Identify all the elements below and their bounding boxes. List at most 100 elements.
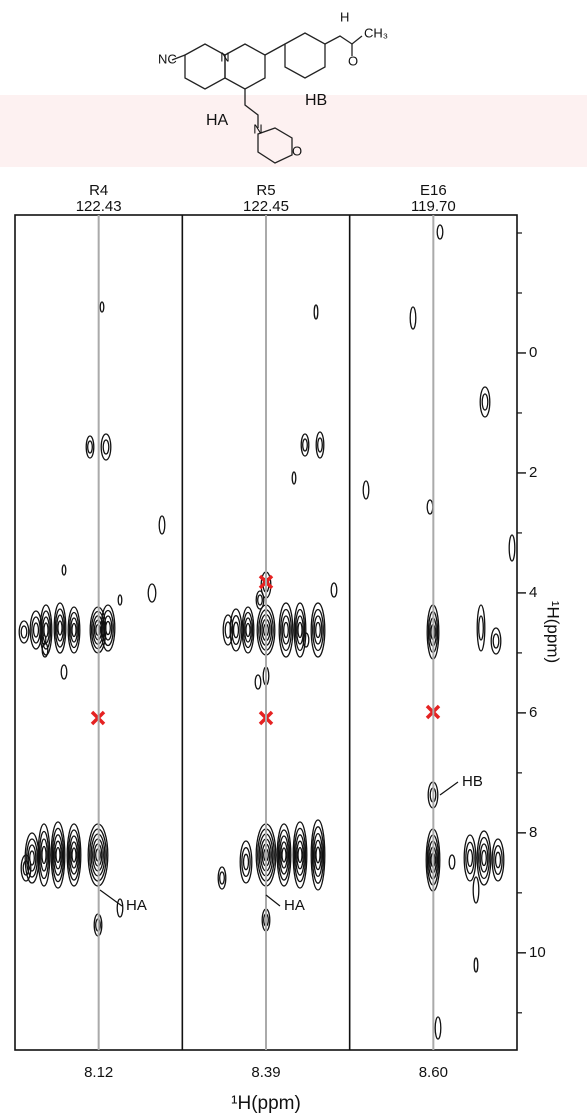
ring: [284, 32, 326, 79]
bond: [324, 35, 363, 45]
contour: [362, 480, 370, 500]
contour: [51, 827, 65, 883]
contour: [473, 957, 479, 973]
bond: [171, 54, 186, 61]
y-tick-label: 2: [529, 464, 537, 481]
peak-annotation: HA: [284, 897, 305, 914]
atom-label: NC: [158, 51, 177, 66]
contour: [68, 835, 80, 875]
contour: [436, 224, 444, 240]
strip-name: R5: [256, 182, 275, 199]
strip-shift: 122.45: [243, 198, 289, 215]
y-tick-label: 0: [529, 344, 537, 361]
contour: [32, 622, 40, 638]
contour: [476, 604, 486, 652]
contour: [283, 621, 289, 639]
contour: [242, 611, 254, 649]
contour: [40, 838, 48, 872]
contour: [52, 834, 64, 876]
contour: [310, 819, 326, 891]
contour: [53, 602, 67, 654]
contour: [85, 435, 95, 459]
contour: [54, 840, 62, 870]
contour: [492, 633, 500, 649]
contour: [60, 664, 68, 680]
strip-name: E16: [420, 182, 447, 199]
contour: [276, 823, 292, 887]
contour: [20, 625, 28, 639]
contour: [478, 836, 490, 880]
contour: [465, 841, 475, 875]
annotation-leader: [439, 781, 459, 796]
contour: [490, 627, 502, 655]
contour: [277, 829, 291, 881]
atom-label: N: [253, 121, 262, 136]
contour: [117, 594, 123, 606]
contour: [158, 515, 166, 535]
contour: [296, 615, 304, 645]
contour: [55, 846, 61, 864]
contour: [29, 610, 43, 650]
bond: [244, 89, 259, 128]
contour: [294, 608, 306, 652]
contour: [222, 614, 234, 646]
contour: [71, 622, 77, 638]
y-axis-label: ¹H(ppm): [544, 601, 563, 663]
contour: [300, 433, 310, 457]
contour: [311, 826, 325, 884]
contour: [38, 830, 50, 880]
ring: [184, 43, 226, 90]
atom-label: HB: [305, 92, 327, 109]
contour: [481, 849, 487, 867]
contour: [330, 582, 338, 598]
contour: [302, 632, 310, 648]
peak-annotation: HA: [126, 897, 147, 914]
y-tick-label: 6: [529, 704, 537, 721]
contour: [102, 609, 114, 647]
contour: [317, 437, 323, 453]
atom-label: O: [348, 53, 358, 68]
contour: [50, 821, 66, 889]
contour: [231, 615, 241, 645]
contour: [278, 835, 290, 875]
contour: [293, 827, 307, 883]
molecule: NC N H O CH₃ HB HA N O: [158, 9, 388, 164]
x-tick-label: 8.12: [84, 1064, 113, 1081]
contour: [147, 583, 157, 603]
annotation-leader: [265, 894, 281, 907]
contour: [312, 832, 324, 878]
strip-shift: 119.70: [411, 198, 456, 215]
contour: [68, 611, 80, 649]
contour: [241, 847, 251, 877]
x-tick-label: 8.39: [251, 1064, 280, 1081]
contour: [41, 642, 49, 658]
contour: [31, 616, 41, 644]
contour: [280, 841, 288, 869]
contour: [66, 823, 82, 887]
contour: [312, 608, 324, 652]
contour: [297, 846, 303, 864]
contour: [244, 617, 252, 643]
contour: [54, 608, 66, 648]
contour: [448, 854, 456, 870]
contour: [219, 871, 225, 885]
contour: [27, 844, 37, 872]
contour: [257, 594, 263, 606]
highlight-band: [0, 95, 587, 167]
contour: [71, 847, 77, 863]
contour: [103, 615, 113, 641]
contour: [280, 608, 292, 652]
contour: [494, 851, 502, 869]
contour: [472, 876, 480, 904]
contour: [293, 602, 307, 658]
contour: [476, 830, 492, 886]
contour: [479, 843, 489, 873]
contour: [224, 621, 232, 639]
contour: [100, 604, 116, 652]
contour: [87, 440, 93, 454]
contour: [491, 838, 505, 882]
contour: [434, 1016, 442, 1040]
contour: [18, 620, 30, 644]
contour: [22, 860, 30, 876]
